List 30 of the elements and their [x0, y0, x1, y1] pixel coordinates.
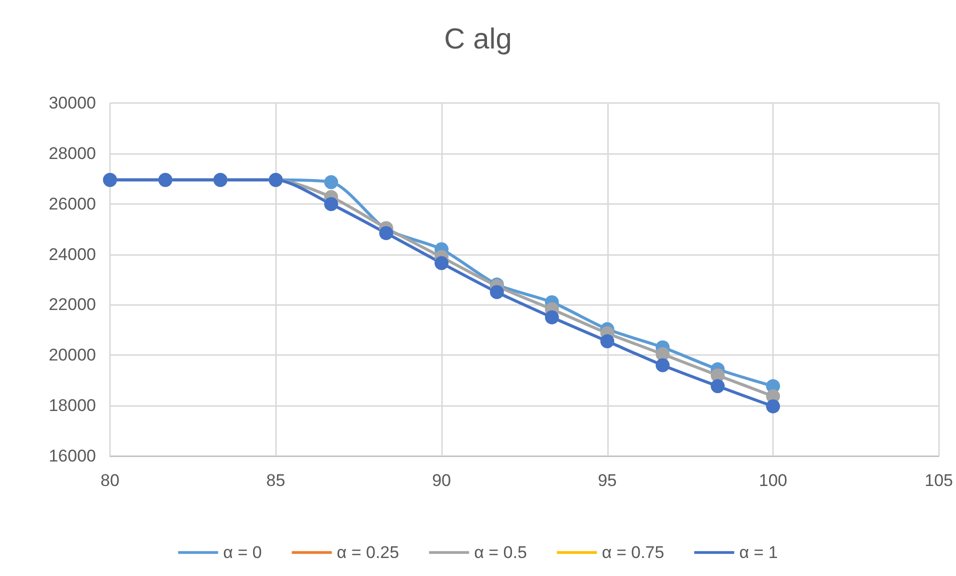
- x-tick-label: 95: [598, 471, 617, 490]
- x-tick-label: 90: [432, 471, 451, 490]
- legend-label: α = 0.75: [602, 543, 664, 562]
- point: [324, 197, 338, 212]
- x-tick-label: 100: [758, 471, 788, 490]
- legend-label: α = 0.25: [336, 543, 400, 562]
- point: [434, 256, 449, 270]
- point: [490, 285, 504, 300]
- legend-label: α = 0: [223, 543, 262, 562]
- x-tick-label: 105: [924, 471, 954, 490]
- legend-label: α = 0.5: [474, 543, 527, 562]
- y-tick-label: 22000: [48, 295, 96, 314]
- legend-label: α = 1: [739, 543, 778, 562]
- y-tick-label: 26000: [48, 194, 96, 214]
- point: [766, 399, 780, 414]
- y-tick-label: 18000: [48, 396, 96, 416]
- x-tick-label: 80: [100, 471, 120, 490]
- x-tick-label: 85: [266, 471, 286, 490]
- y-tick-label: 24000: [48, 244, 96, 264]
- y-tick-label: 30000: [48, 94, 96, 112]
- y-tick-label: 20000: [48, 346, 96, 365]
- chart-title: C alg: [444, 24, 512, 56]
- point: [544, 310, 559, 324]
- y-tick-label: 16000: [48, 446, 96, 466]
- y-tick-label: 28000: [48, 144, 96, 163]
- point: [710, 379, 725, 394]
- point: [379, 226, 394, 240]
- point: [324, 175, 338, 190]
- point: [656, 358, 670, 372]
- point: [600, 334, 614, 348]
